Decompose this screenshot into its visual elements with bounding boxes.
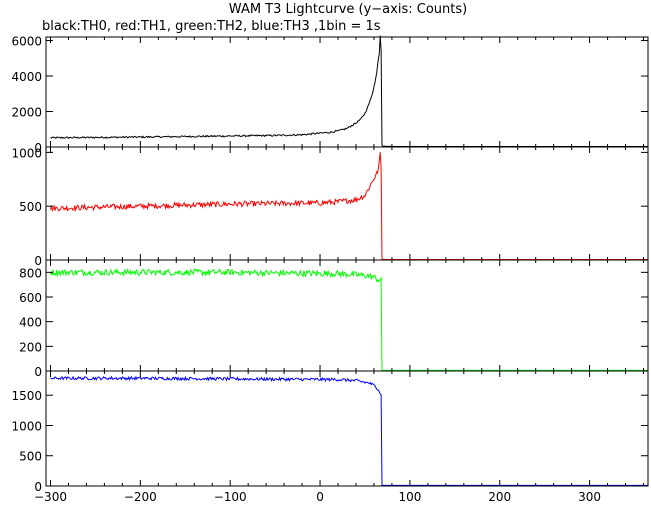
y-tick-label: 0 (34, 141, 42, 155)
y-tick-label: 6000 (11, 35, 42, 49)
y-tick-label: 400 (19, 316, 42, 330)
y-tick-label: 200 (19, 340, 42, 354)
x-tick-label: 200 (488, 490, 511, 504)
y-tick-label: 500 (19, 450, 42, 464)
chart-subtitle: black:TH0, red:TH1, green:TH2, blue:TH3 … (42, 19, 381, 34)
y-tick-label: 1000 (11, 146, 42, 160)
panel-th0: 0 2000 4000 6000 (11, 35, 649, 155)
y-tick-label: 0 (34, 365, 42, 379)
series-line-th2 (50, 267, 648, 371)
panel-th2: 0 200 400 600 800 (19, 259, 649, 379)
y-tick-label: 500 (19, 200, 42, 214)
x-tick-label: −200 (124, 490, 157, 504)
x-tick-label: 300 (578, 490, 601, 504)
series-line-th0 (50, 35, 648, 147)
panel-frame (45, 36, 649, 148)
y-tick-label: 800 (19, 266, 42, 280)
series-line-th1 (50, 152, 648, 260)
y-tick-label: 2000 (11, 106, 42, 120)
panel-frame (45, 259, 649, 372)
panel-frame (45, 370, 649, 487)
x-tick-label: 100 (398, 490, 421, 504)
y-tick-label: 1000 (11, 419, 42, 433)
x-tick-label: −100 (214, 490, 247, 504)
panels-group: 0200040006000050010000200400600800050010… (11, 35, 649, 504)
panel-th3: 0 500 1000 1500 (11, 370, 649, 494)
y-tick-label: 0 (34, 254, 42, 268)
x-tick-label: 0 (316, 490, 324, 504)
y-tick-label: 600 (19, 291, 42, 305)
y-tick-label: 4000 (11, 70, 42, 84)
chart-title: WAM T3 Lightcurve (y−axis: Counts) (229, 2, 467, 17)
panel-th1: 0 500 1000 (11, 146, 649, 268)
y-tick-label: 0 (34, 480, 42, 494)
series-line-th3 (50, 375, 648, 486)
x-tick-label: −300 (34, 490, 67, 504)
y-tick-label: 1500 (11, 389, 42, 403)
